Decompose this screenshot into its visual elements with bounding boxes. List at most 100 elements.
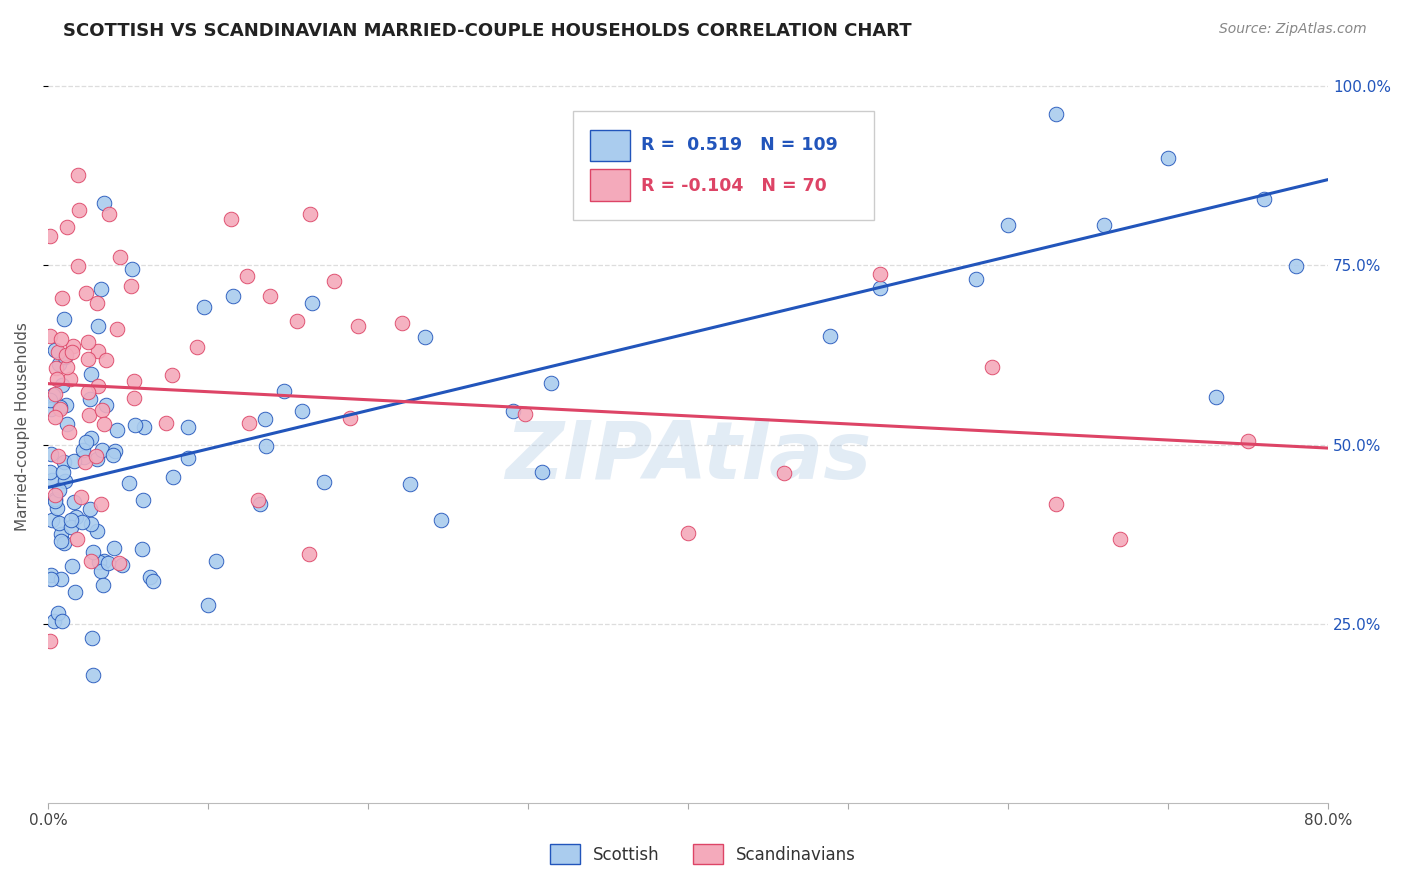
- Point: [122, 374, 145, 388]
- Point: [67, 169, 90, 183]
- Point: [155, 416, 177, 430]
- Text: Source: ZipAtlas.com: Source: ZipAtlas.com: [1219, 22, 1367, 37]
- Point: [323, 274, 346, 288]
- Point: [49, 332, 72, 346]
- Point: [981, 360, 1004, 375]
- Point: [105, 423, 128, 437]
- Point: [1285, 259, 1308, 273]
- Point: [63, 453, 86, 467]
- Point: [176, 420, 198, 434]
- Point: [90, 282, 112, 296]
- Point: [1253, 193, 1275, 207]
- Point: [79, 408, 101, 422]
- Point: [58, 425, 80, 439]
- Point: [108, 250, 131, 264]
- Point: [86, 524, 108, 538]
- Point: [39, 401, 62, 416]
- Point: [513, 408, 536, 422]
- Point: [142, 574, 165, 588]
- Point: [87, 319, 110, 334]
- Point: [46, 345, 69, 359]
- Point: [76, 384, 98, 399]
- Point: [51, 614, 73, 628]
- Point: [90, 564, 112, 578]
- Point: [67, 259, 90, 273]
- Point: [162, 469, 184, 483]
- Point: [118, 475, 141, 490]
- Point: [285, 314, 308, 328]
- Point: [540, 376, 562, 391]
- Point: [1157, 151, 1180, 165]
- Point: [48, 516, 70, 531]
- Point: [773, 466, 796, 480]
- Point: [41, 473, 63, 487]
- Point: [312, 475, 335, 490]
- Point: [339, 411, 361, 425]
- Point: [46, 607, 69, 621]
- Point: [62, 339, 84, 353]
- Legend: Scottish, Scandinavians: Scottish, Scandinavians: [543, 838, 863, 871]
- Point: [39, 572, 62, 586]
- Point: [347, 318, 370, 333]
- Point: [502, 404, 524, 418]
- Point: [82, 545, 104, 559]
- Point: [120, 279, 142, 293]
- Point: [49, 534, 72, 549]
- Point: [55, 219, 77, 234]
- Point: [273, 384, 295, 398]
- Point: [399, 476, 422, 491]
- Point: [298, 548, 321, 562]
- Point: [818, 329, 841, 343]
- Point: [90, 498, 112, 512]
- Point: [238, 417, 260, 431]
- Point: [44, 409, 66, 424]
- Y-axis label: Married-couple Households: Married-couple Households: [15, 322, 30, 531]
- Point: [80, 367, 103, 381]
- Point: [49, 400, 72, 414]
- Point: [93, 417, 115, 431]
- Point: [104, 444, 127, 458]
- Point: [391, 316, 413, 330]
- Point: [49, 572, 72, 586]
- Point: [96, 398, 118, 412]
- Text: R = -0.104   N = 70: R = -0.104 N = 70: [641, 177, 827, 195]
- Point: [97, 206, 120, 220]
- Point: [44, 343, 66, 357]
- Point: [247, 492, 270, 507]
- Point: [51, 377, 73, 392]
- Point: [676, 526, 699, 541]
- Point: [52, 455, 75, 469]
- Point: [38, 229, 60, 244]
- Point: [430, 513, 453, 527]
- Point: [131, 542, 153, 557]
- Point: [46, 372, 69, 386]
- Point: [177, 450, 200, 465]
- Point: [38, 393, 60, 408]
- Point: [291, 404, 314, 418]
- Point: [869, 281, 891, 295]
- Point: [96, 353, 118, 368]
- Point: [55, 417, 77, 431]
- Point: [76, 334, 98, 349]
- Point: [60, 345, 83, 359]
- Point: [1237, 434, 1260, 448]
- Point: [197, 598, 219, 612]
- Point: [97, 556, 120, 570]
- Point: [90, 403, 112, 417]
- Point: [75, 285, 97, 300]
- Point: [132, 492, 155, 507]
- Point: [55, 359, 77, 374]
- Point: [53, 350, 76, 364]
- Point: [659, 194, 682, 209]
- Point: [1092, 218, 1115, 232]
- Point: [51, 291, 73, 305]
- Point: [52, 536, 75, 550]
- Point: [103, 541, 125, 555]
- Point: [186, 340, 208, 354]
- Point: [205, 554, 228, 568]
- Point: [530, 465, 553, 479]
- Point: [77, 352, 100, 367]
- Point: [79, 502, 101, 516]
- Point: [80, 631, 103, 645]
- Point: [44, 614, 66, 628]
